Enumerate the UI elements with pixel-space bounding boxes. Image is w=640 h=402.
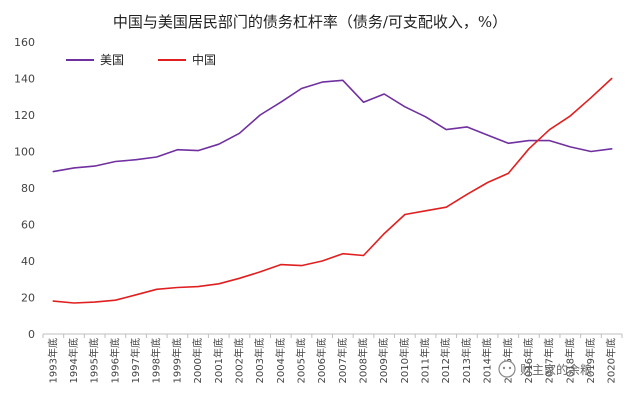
wechat-icon — [498, 360, 516, 378]
x-tick-label: 2002年底 — [232, 338, 245, 383]
x-axis: 1993年底 1994年底 1995年底 1996年底 1997年底 1998年底 1999… — [42, 333, 623, 383]
x-tick-label: 1996年底 — [108, 338, 121, 383]
watermark: 财主家的余粮 — [498, 360, 592, 378]
x-tick-label: 1998年底 — [150, 338, 163, 383]
y-tick-label: 20 — [21, 292, 35, 305]
series-line-china — [52, 77, 613, 304]
y-tick-label: 40 — [21, 255, 35, 268]
x-tick-label: 1993年底 — [46, 338, 59, 383]
y-tick-label: 160 — [14, 36, 35, 49]
x-tick-label: 2008年底 — [357, 338, 370, 383]
x-tick-label: 2000年底 — [191, 338, 204, 383]
x-tick-label: 2017年底 — [543, 338, 556, 383]
series-line-usa — [52, 79, 613, 173]
x-tick-label: 1997年底 — [129, 338, 142, 383]
y-tick-label: 120 — [14, 109, 35, 122]
x-tick-label: 2006年底 — [315, 338, 328, 383]
x-tick-label: 2014年底 — [481, 338, 494, 383]
chart-title: 中国与美国居民部门的债务杠杆率（债务/可支配收入，%） — [113, 13, 507, 31]
y-axis: 0 20 40 60 80 100 120 140 160 — [14, 36, 35, 341]
legend-label: 美国 — [100, 53, 124, 67]
legend-label: 中国 — [192, 52, 216, 67]
x-tick-label: 1994年底 — [67, 338, 80, 383]
y-tick-label: 80 — [21, 182, 35, 195]
x-tick-label: 2011年底 — [419, 338, 432, 383]
y-tick-label: 140 — [14, 73, 35, 86]
x-tick-label: 2019年底 — [584, 338, 597, 383]
x-tick-label: 2001年底 — [212, 338, 225, 383]
x-tick-label: 2016年底 — [522, 338, 535, 383]
x-tick-label: 1999年底 — [170, 338, 183, 383]
x-tick-label: 1995年底 — [88, 338, 101, 383]
x-tick-label: 2018年底 — [563, 338, 576, 383]
x-tick-label: 2003年底 — [253, 338, 266, 383]
x-tick-label: 2005年底 — [294, 338, 307, 383]
x-tick-label: 2009年底 — [377, 338, 390, 383]
y-tick-label: 60 — [21, 219, 35, 232]
series-group — [52, 77, 613, 304]
x-tick-label: 2012年底 — [439, 338, 452, 383]
y-tick-label: 100 — [14, 146, 35, 159]
y-tick-label: 0 — [28, 328, 35, 341]
x-tick-label: 2020年底 — [605, 338, 618, 383]
watermark-text: 财主家的余粮 — [520, 362, 592, 377]
x-tick-label: 2007年底 — [336, 338, 349, 383]
x-tick-label: 2010年底 — [398, 338, 411, 383]
legend: 美国 中国 — [66, 52, 216, 67]
x-tick-label: 2004年底 — [274, 338, 287, 383]
x-tick-label: 2013年底 — [460, 338, 473, 383]
